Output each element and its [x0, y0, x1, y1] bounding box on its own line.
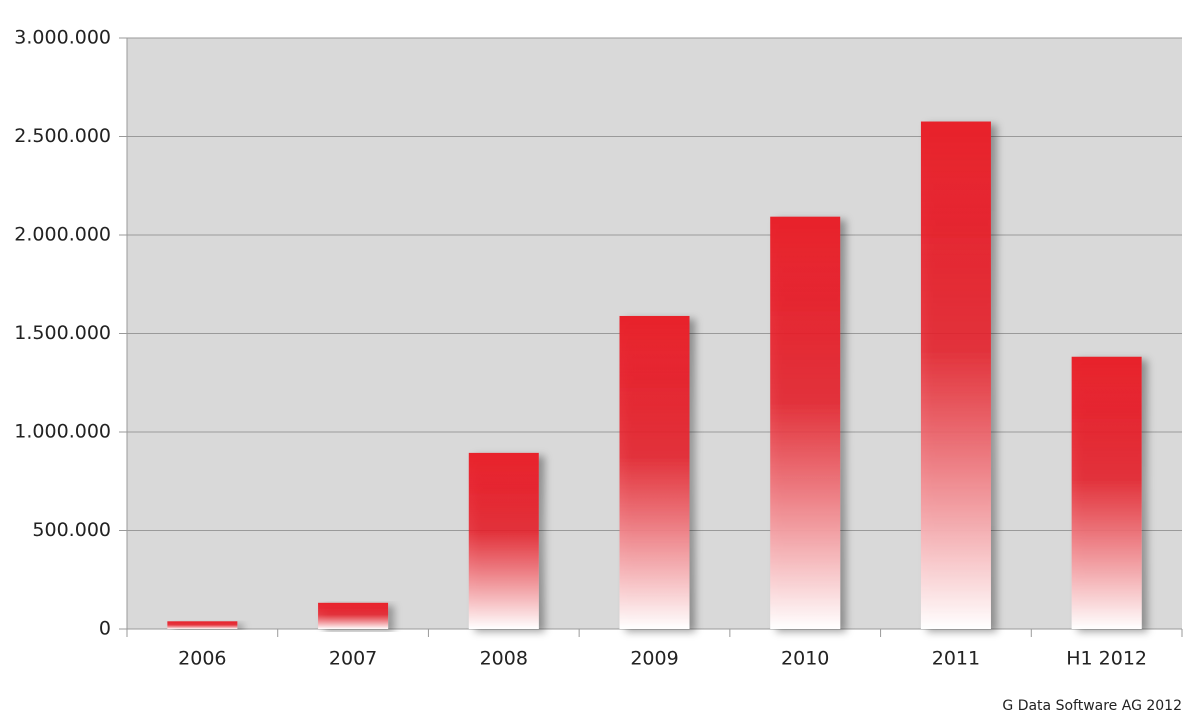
x-tick-label: 2006	[178, 648, 226, 670]
bar	[770, 216, 841, 629]
bar	[1071, 356, 1142, 629]
y-tick-label: 1.000.000	[14, 421, 111, 443]
source: G Data Software AG 2012	[1002, 698, 1182, 714]
x-tick-label: 2010	[781, 648, 829, 670]
y-tick-label: 500.000	[32, 519, 111, 541]
x-tick-label: H1 2012	[1066, 648, 1147, 670]
bar	[167, 621, 238, 629]
y-tick-label: 2.000.000	[14, 224, 111, 246]
x-tick-label: 2011	[932, 648, 980, 670]
x-tick-label: 2009	[630, 648, 678, 670]
bar	[619, 315, 690, 629]
bar	[318, 602, 389, 629]
y-tick-label: 1.500.000	[14, 322, 111, 344]
y-tick-label: 0	[99, 618, 111, 640]
bar	[468, 452, 539, 629]
x-tick-label: 2008	[480, 648, 528, 670]
x-tick-label: 2007	[329, 648, 377, 670]
bar	[920, 121, 991, 629]
y-tick-label: 2.500.000	[14, 125, 111, 147]
y-tick-label: 3.000.000	[14, 27, 111, 49]
